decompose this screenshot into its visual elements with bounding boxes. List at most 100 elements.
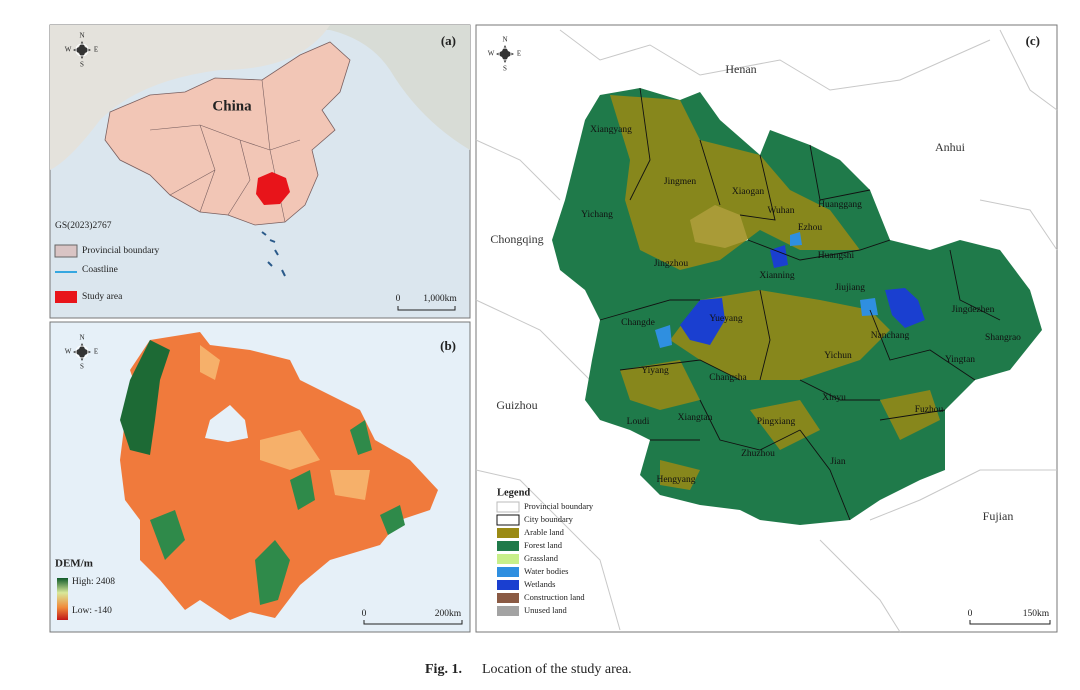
panel-label: (b) — [440, 338, 456, 353]
provincial-boundary — [475, 29, 1058, 633]
compass-label: E — [94, 46, 98, 54]
city-label: Jian — [830, 457, 846, 467]
caption-label: Fig. 1. — [425, 662, 462, 677]
legend-swatch — [497, 606, 519, 616]
scale-label: 150km — [1023, 609, 1050, 619]
map-number: GS(2023)2767 — [55, 220, 112, 231]
legend-label: Coastline — [82, 265, 118, 275]
city-label: Pingxiang — [757, 417, 796, 427]
city-label: Shangrao — [985, 333, 1021, 343]
islands — [261, 231, 286, 277]
legend-swatch — [496, 514, 520, 526]
legend-label: Grassland — [524, 553, 559, 563]
legend-swatch — [497, 567, 519, 577]
city-label: Xianning — [759, 271, 795, 281]
legend-label: Construction land — [524, 592, 585, 602]
legend-label: Wetlands — [524, 579, 555, 589]
city-label: Ezhou — [798, 223, 823, 233]
compass-label: W — [65, 46, 72, 54]
dem-gradient — [57, 578, 68, 620]
provincial-boundary — [149, 79, 301, 223]
land — [50, 25, 470, 150]
compass-ring — [75, 43, 89, 57]
scale-label: 0 — [968, 609, 973, 619]
legend-low: Low: -140 — [72, 606, 112, 616]
wetlands — [680, 245, 925, 345]
province-label: Guizhou — [496, 398, 537, 412]
legend-swatch — [55, 291, 77, 303]
city-label: Jingdezhen — [952, 305, 995, 315]
dem-high — [120, 340, 170, 455]
legend-label: Provincial boundary — [524, 501, 594, 511]
legend-swatch — [497, 593, 519, 603]
city-label: Huangshi — [818, 251, 855, 261]
compass-label: S — [80, 61, 84, 69]
city-label: Changsha — [709, 373, 747, 383]
scale-label: 0 — [362, 609, 367, 619]
city-label: Huanggang — [818, 200, 862, 210]
province-label: Anhui — [935, 140, 966, 154]
city-boundary — [599, 87, 1001, 521]
legend-high: High: 2408 — [72, 577, 115, 587]
city-label: Loudi — [627, 417, 650, 427]
legend-swatch — [496, 501, 520, 513]
compass-label: E — [94, 348, 98, 356]
compass-ring — [75, 345, 89, 359]
panel-b: DEM/m High: 2408 Low: -140 (b) 0 200km — [49, 321, 471, 633]
china — [104, 41, 351, 226]
legend-title: DEM/m — [55, 558, 93, 570]
legend-label: City boundary — [524, 514, 574, 524]
city-label: Changde — [621, 318, 655, 328]
country-label: China — [212, 98, 252, 114]
city-label: Xiangtan — [678, 413, 713, 423]
city-label: Nanchang — [871, 331, 910, 341]
legend-label: Arable land — [524, 527, 565, 537]
compass-label: S — [503, 65, 507, 73]
province-label: Fujian — [983, 509, 1014, 523]
arable-land — [610, 95, 940, 490]
legend-swatch — [497, 528, 519, 538]
province-label: Henan — [725, 62, 756, 76]
compass-rose — [73, 41, 91, 59]
city-label: Hengyang — [656, 475, 695, 485]
city-label: Fuzhou — [915, 405, 944, 415]
province-label: Chongqing — [490, 232, 543, 246]
compass-label: S — [80, 363, 84, 371]
caption-text: Location of the study area. — [482, 662, 632, 677]
panel-label: (a) — [441, 33, 456, 48]
city-label: Jiujiang — [835, 283, 865, 293]
legend-swatch — [54, 244, 78, 258]
compass: N SW E — [65, 32, 98, 69]
compass-label: N — [79, 334, 84, 342]
compass-rose — [73, 343, 91, 361]
dem-surface — [120, 332, 438, 620]
panel-c: (c) Legend 0 150km Henan Anhui Chongqing Gu… — [475, 24, 1058, 633]
panel-a: Provincial boundary Coastline Study area… — [49, 24, 471, 319]
legend-swatch — [497, 541, 519, 551]
city-label: Yiyang — [641, 366, 669, 376]
scale-label: 200km — [435, 609, 462, 619]
compass: N SW E — [65, 334, 98, 371]
scale-label: 0 — [396, 294, 401, 304]
compass-label: W — [488, 50, 495, 58]
legend-label: Unused land — [524, 605, 567, 615]
city-label: Xinyu — [822, 393, 846, 403]
city-label: Xiaogan — [732, 187, 764, 197]
dem-mid — [200, 345, 370, 500]
scale-bar — [969, 620, 1051, 625]
legend-label: Water bodies — [524, 566, 568, 576]
compass-label: W — [65, 348, 72, 356]
dem-high — [150, 420, 405, 605]
legend-title: Legend — [497, 487, 530, 498]
scale-bar — [397, 306, 456, 311]
city-label: Yichang — [581, 210, 613, 220]
city-label: Yingtan — [945, 355, 975, 365]
legend-label: Provincial boundary — [82, 246, 160, 256]
compass-ring — [498, 47, 512, 61]
city-label: Jingmen — [664, 177, 696, 187]
legend-swatch — [497, 554, 519, 564]
city-label: Yueyang — [709, 314, 742, 324]
compass-rose — [496, 45, 514, 63]
city-label: Zhuzhou — [741, 449, 775, 459]
